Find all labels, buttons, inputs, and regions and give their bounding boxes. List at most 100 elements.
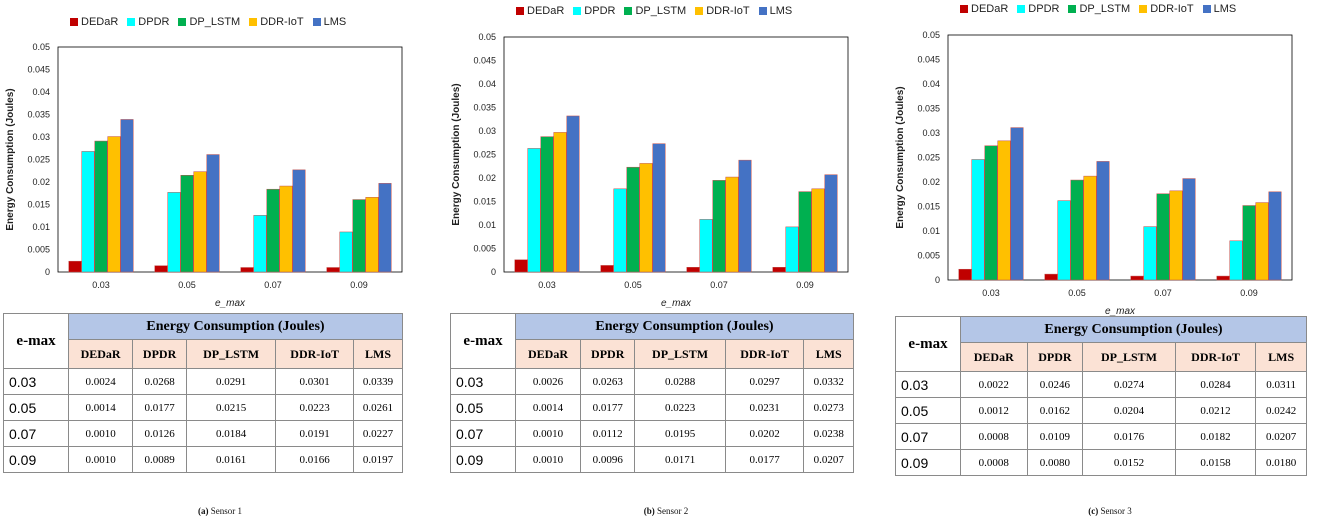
bar-lms (378, 183, 392, 273)
y-tick-label: 0.03 (32, 132, 50, 142)
chart-panel: DEDaR DPDR DP_LSTM DDR-IoT LMS 0 0.005 0.01 0.01… (446, 0, 886, 523)
legend-label: DDR-IoT (1150, 3, 1194, 15)
plot-frame (503, 36, 849, 273)
values-table: e-max Energy Consumption (Joules) DEDaR DPD… (895, 316, 1307, 476)
bar-dp-lstm (180, 175, 194, 273)
y-axis-label: Energy Consumption (Joules) (451, 83, 462, 225)
bar-ddr-iot (1169, 190, 1183, 281)
bar-lms (824, 174, 838, 273)
table-row: 0.07 0.0010 0.0126 0.0184 0.0191 0.0227 (3, 420, 403, 447)
legend-label: DPDR (584, 5, 616, 17)
table-cell: 0.0195 (634, 420, 726, 447)
table-cell: 0.0301 (275, 368, 355, 395)
y-tick-label: 0.01 (32, 222, 50, 232)
x-tick-label: 0.07 (264, 280, 282, 290)
bar-ddr-iot (107, 136, 121, 273)
table-cell: 0.0012 (960, 397, 1028, 424)
legend-swatch (249, 18, 258, 26)
x-tick-label: 0.09 (796, 280, 814, 290)
table-row: 0.05 0.0012 0.0162 0.0204 0.0212 0.0242 (895, 397, 1307, 424)
legend-item: DDR-IoT (249, 16, 304, 28)
table-row-label: 0.09 (3, 446, 69, 473)
legend-swatch (624, 7, 633, 15)
table-row-label: 0.03 (450, 368, 516, 395)
table-cell: 0.0284 (1174, 371, 1257, 398)
bar-dp-lstm (626, 166, 640, 273)
table-row: 0.09 0.0008 0.0080 0.0152 0.0158 0.0180 (895, 449, 1307, 476)
bar-lms (738, 159, 752, 273)
legend-label: DP_LSTM (189, 16, 241, 28)
bar-lms (206, 154, 220, 273)
legend-swatch (960, 5, 968, 13)
table-title: Energy Consumption (Joules) (68, 313, 403, 340)
table-cell: 0.0288 (634, 368, 726, 395)
y-axis-label: Energy Consumption (Joules) (5, 88, 16, 230)
table-title: Energy Consumption (Joules) (515, 313, 854, 340)
bar-dedar (958, 268, 972, 281)
table-subheader-row: DEDaR DPDR DP_LSTM DDR-IoT LMS (451, 339, 854, 369)
table-column-header: DDR-IoT (724, 339, 805, 369)
x-tick-label: 0.03 (982, 288, 1000, 298)
y-tick-label: 0.02 (32, 177, 50, 187)
bar-dpdr (1229, 240, 1243, 281)
table-cell: 0.0080 (1026, 449, 1084, 476)
y-tick-label: 0.045 (917, 55, 940, 65)
legend-label: LMS (323, 16, 347, 28)
legend-item: DP_LSTM (1068, 3, 1130, 15)
table-cell: 0.0223 (634, 394, 726, 421)
table-cell: 0.0332 (803, 368, 854, 395)
table-cell: 0.0158 (1174, 449, 1257, 476)
x-axis-label: e_max (661, 298, 692, 309)
x-axis-label: e_max (215, 298, 246, 309)
table-cell: 0.0297 (724, 368, 805, 395)
bar-ddr-iot (725, 176, 739, 273)
legend-label: DP_LSTM (1079, 3, 1131, 15)
caption-label: (b) (643, 506, 655, 516)
bar-ddr-iot (639, 163, 653, 273)
bar-dedar (686, 267, 700, 273)
y-tick-label: 0.045 (27, 65, 50, 75)
caption-label: (a) (198, 506, 209, 516)
table-row-label: 0.09 (895, 449, 961, 476)
table-row: 0.05 0.0014 0.0177 0.0223 0.0231 0.0273 (450, 394, 854, 421)
bar-dedar (326, 267, 340, 273)
values-table: e-max Energy Consumption (Joules) DEDaR DPD… (450, 313, 854, 473)
caption-text: Sensor 2 (657, 506, 689, 516)
table-column-header: DDR-IoT (1174, 342, 1257, 372)
legend-label: DEDaR (527, 5, 565, 17)
table-cell: 0.0339 (353, 368, 403, 395)
table-cell: 0.0112 (579, 420, 636, 447)
bar-lms (292, 169, 306, 273)
table-row-label: 0.05 (3, 394, 69, 421)
table-cell: 0.0024 (67, 368, 134, 395)
y-tick-label: 0.015 (473, 197, 496, 207)
legend-swatch (758, 7, 767, 15)
table-row-header: e-max (3, 313, 69, 369)
legend-swatch (573, 7, 582, 15)
table-column-header: LMS (353, 339, 403, 369)
legend-label: LMS (1213, 3, 1237, 15)
table-row-label: 0.05 (895, 397, 961, 424)
y-tick-label: 0.025 (917, 153, 940, 163)
legend-item: DPDR (1017, 3, 1059, 15)
legend-label: DPDR (138, 16, 170, 28)
bar-ddr-iot (279, 185, 293, 273)
table-row: 0.03 0.0026 0.0263 0.0288 0.0297 0.0332 (450, 368, 854, 395)
y-tick-label: 0 (935, 275, 940, 285)
bar-dedar (240, 267, 254, 273)
chart-panel: DEDaR DPDR DP_LSTM DDR-IoT LMS 0 0.005 0.01 0.01… (0, 0, 440, 523)
table-cell: 0.0008 (960, 423, 1028, 450)
table-cell: 0.0010 (515, 420, 581, 447)
y-tick-label: 0 (45, 267, 50, 277)
bar-dedar (1130, 275, 1144, 281)
bar-dp-lstm (984, 145, 998, 281)
bar-dpdr (613, 188, 627, 273)
table-column-header: DPDR (579, 339, 636, 369)
table-cell: 0.0008 (960, 449, 1028, 476)
bar-lms (120, 119, 134, 273)
table-cell: 0.0010 (67, 446, 134, 473)
bar-dp-lstm (1156, 193, 1170, 281)
bar-chart: 0 0.005 0.01 0.015 0.02 0.025 0.03 0.035 0.04 0.0… (451, 32, 849, 309)
bar-dedar (1044, 273, 1058, 281)
x-axis-label: e_max (1105, 306, 1136, 317)
